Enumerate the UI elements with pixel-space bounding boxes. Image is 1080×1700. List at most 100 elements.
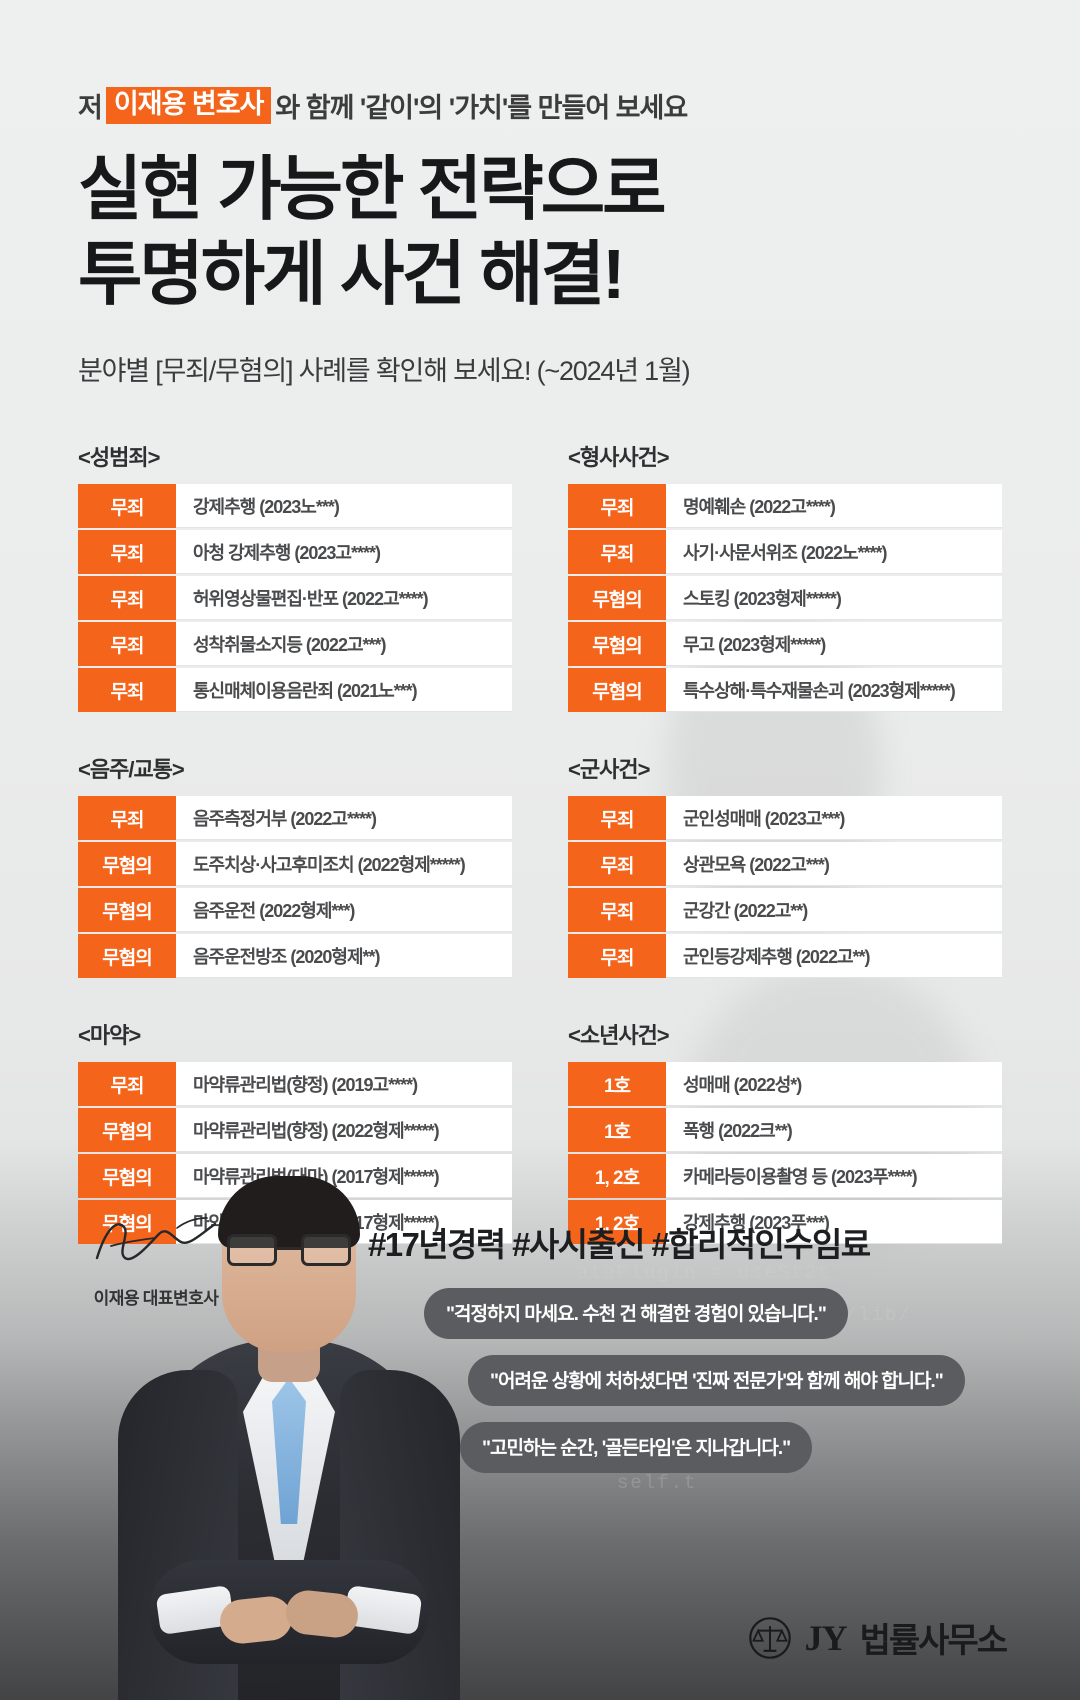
verdict-badge: 무죄	[78, 576, 176, 620]
case-table: 1호 성매매 (2022성*) 1호 폭행 (2022크**) 1, 2호 카메라등이용촬…	[568, 1060, 1002, 1246]
table-row: 무혐의 음주운전방조 (2020형제**)	[78, 934, 512, 978]
quote-row: "걱정하지 마세요. 수천 건 해결한 경험이 있습니다."	[400, 1288, 1040, 1355]
case-description: 군인등강제추행 (2022고**)	[666, 934, 1002, 978]
eyebrow-suffix: 와 함께 '같이'의 '가치'를 만들어 보세요	[275, 93, 688, 123]
hashtag-line: #17년경력 #사시출신 #합리적인수임료	[368, 1226, 871, 1263]
case-description: 음주운전방조 (2020형제**)	[176, 934, 512, 978]
case-section: <성범죄> 무죄 강제추행 (2023노***) 무죄 아청 강제추행 (2023고**…	[78, 440, 512, 714]
case-description: 군인성매매 (2023고***)	[666, 796, 1002, 840]
section-title: <소년사건>	[568, 1023, 670, 1048]
case-section: <마약> 무죄 마약류관리법(향정) (2019고****) 무혐의 마약류관리법(향정…	[78, 1018, 512, 1246]
quote-bubble: "고민하는 순간, '골든타임'은 지나갑니다."	[460, 1422, 813, 1473]
case-description: 특수상해·특수재물손괴 (2023형제*****)	[666, 668, 1002, 712]
verdict-badge: 1호	[568, 1062, 666, 1106]
signature-block: 이재용 대표변호사	[72, 1212, 240, 1309]
headline-line-1: 실현 가능한 전략으로	[78, 150, 666, 228]
table-row: 무혐의 음주운전 (2022형제***)	[78, 888, 512, 932]
case-description: 도주치상·사고후미조치 (2022형제*****)	[176, 842, 512, 886]
verdict-badge: 무혐의	[78, 1154, 176, 1198]
quote-row: "고민하는 순간, '골든타임'은 지나갑니다."	[400, 1422, 1040, 1489]
verdict-badge: 1호	[568, 1108, 666, 1152]
case-description: 통신매체이용음란죄 (2021노***)	[176, 668, 512, 712]
eyebrow-line: 저 이재용 변호사 와 함께 '같이'의 '가치'를 만들어 보세요	[78, 86, 1080, 125]
verdict-badge: 무죄	[568, 530, 666, 574]
section-title: <형사사건>	[568, 445, 670, 470]
table-row: 무혐의 마약류관리법(향정) (2022형제*****)	[78, 1108, 512, 1152]
page-title: 실현 가능한 전략으로 투명하게 사건 해결!	[78, 151, 1080, 313]
case-description: 폭행 (2022크**)	[666, 1108, 1002, 1152]
case-table: 무죄 마약류관리법(향정) (2019고****) 무혐의 마약류관리법(향정) (2…	[78, 1060, 512, 1246]
table-row: 1호 폭행 (2022크**)	[568, 1108, 1002, 1152]
verdict-badge: 무죄	[78, 622, 176, 666]
verdict-badge: 무혐의	[78, 888, 176, 932]
case-table: 무죄 군인성매매 (2023고***) 무죄 상관모욕 (2022고***) 무죄 군강간…	[568, 794, 1002, 980]
table-row: 1호 성매매 (2022성*)	[568, 1062, 1002, 1106]
quote-row: "어려운 상황에 처하셨다면 '진짜 전문가'와 함께 해야 합니다."	[400, 1355, 1040, 1422]
verdict-badge: 1, 2호	[568, 1154, 666, 1198]
verdict-badge: 무혐의	[568, 622, 666, 666]
verdict-badge: 무혐의	[568, 668, 666, 712]
table-row: 무죄 상관모욕 (2022고***)	[568, 842, 1002, 886]
verdict-badge: 무죄	[568, 842, 666, 886]
table-row: 무죄 명예훼손 (2022고****)	[568, 484, 1002, 528]
table-row: 무죄 군인등강제추행 (2022고**)	[568, 934, 1002, 978]
verdict-badge: 무죄	[568, 484, 666, 528]
verdict-badge: 무혐의	[78, 934, 176, 978]
verdict-badge: 무죄	[78, 484, 176, 528]
table-row: 무죄 통신매체이용음란죄 (2021노***)	[78, 668, 512, 712]
case-description: 강제추행 (2023노***)	[176, 484, 512, 528]
table-row: 무혐의 도주치상·사고후미조치 (2022형제*****)	[78, 842, 512, 886]
brand-name: 법률사무소	[859, 1622, 1008, 1660]
case-description: 성매매 (2022성*)	[666, 1062, 1002, 1106]
table-row: 무죄 허위영상물편집·반포 (2022고****)	[78, 576, 512, 620]
verdict-badge: 무죄	[78, 1062, 176, 1106]
case-table: 무죄 명예훼손 (2022고****) 무죄 사기·사문서위조 (2022노****)…	[568, 482, 1002, 714]
table-row: 무혐의 스토킹 (2023형제*****)	[568, 576, 1002, 620]
case-table: 무죄 강제추행 (2023노***) 무죄 아청 강제추행 (2023고****) 무죄…	[78, 482, 512, 714]
case-section: <군사건> 무죄 군인성매매 (2023고***) 무죄 상관모욕 (2022고***)…	[568, 752, 1002, 980]
table-row: 무죄 강제추행 (2023노***)	[78, 484, 512, 528]
table-row: 무죄 군인성매매 (2023고***)	[568, 796, 1002, 840]
table-row: 무죄 사기·사문서위조 (2022노****)	[568, 530, 1002, 574]
case-description: 아청 강제추행 (2023고****)	[176, 530, 512, 574]
case-description: 강제추행 (2023푸***)	[666, 1200, 1002, 1244]
table-row: 무죄 아청 강제추행 (2023고****)	[78, 530, 512, 574]
portrait-glasses-icon	[227, 1234, 351, 1268]
case-description: 카메라등이용촬영 등 (2023푸****)	[666, 1154, 1002, 1198]
verdict-badge: 무혐의	[78, 842, 176, 886]
case-section: <소년사건> 1호 성매매 (2022성*) 1호 폭행 (2022크**) 1, 2호 카…	[568, 1018, 1002, 1246]
lawyer-name-highlight: 이재용 변호사	[105, 87, 272, 124]
section-title: <성범죄>	[78, 445, 160, 470]
quote-bubble: "걱정하지 마세요. 수천 건 해결한 경험이 있습니다."	[424, 1288, 848, 1339]
case-description: 명예훼손 (2022고****)	[666, 484, 1002, 528]
case-results-grid: <성범죄> 무죄 강제추행 (2023노***) 무죄 아청 강제추행 (2023고**…	[78, 440, 1002, 1246]
table-row: 무혐의 무고 (2023형제*****)	[568, 622, 1002, 666]
case-description: 스토킹 (2023형제*****)	[666, 576, 1002, 620]
case-section: <음주/교통> 무죄 음주측정거부 (2022고****) 무혐의 도주치상·사고후미조…	[78, 752, 512, 980]
eyebrow-prefix: 저	[78, 93, 103, 123]
case-description: 허위영상물편집·반포 (2022고****)	[176, 576, 512, 620]
brand-logo: JY 법률사무소	[748, 1613, 1008, 1662]
brand-initials: JY	[804, 1617, 848, 1658]
section-title: <음주/교통>	[78, 757, 185, 782]
case-description: 상관모욕 (2022고***)	[666, 842, 1002, 886]
lawyer-portrait	[118, 1150, 460, 1700]
case-description: 성착취물소지등 (2022고***)	[176, 622, 512, 666]
verdict-badge: 무죄	[78, 796, 176, 840]
verdict-badge: 1, 2호	[568, 1200, 666, 1244]
verdict-badge: 무죄	[568, 888, 666, 932]
section-title: <군사건>	[568, 757, 650, 782]
table-row: 무죄 군강간 (2022고**)	[568, 888, 1002, 932]
table-row: 1, 2호 카메라등이용촬영 등 (2023푸****)	[568, 1154, 1002, 1198]
case-description: 군강간 (2022고**)	[666, 888, 1002, 932]
case-description: 마약류관리법(향정) (2022형제*****)	[176, 1108, 512, 1152]
case-description: 마약류관리법(향정) (2019고****)	[176, 1062, 512, 1106]
page-subtitle: 분야별 [무죄/무혐의] 사례를 확인해 보세요! (~2024년 1월)	[78, 356, 691, 386]
verdict-badge: 무죄	[78, 530, 176, 574]
section-title: <마약>	[78, 1023, 141, 1048]
page-header: 저 이재용 변호사 와 함께 '같이'의 '가치'를 만들어 보세요 실현 가능한…	[0, 0, 1080, 388]
signature-name: 이재용 대표변호사	[93, 1289, 219, 1308]
quote-bubble-list: "걱정하지 마세요. 수천 건 해결한 경험이 있습니다." "어려운 상황에 처…	[400, 1288, 1040, 1489]
case-section: <형사사건> 무죄 명예훼손 (2022고****) 무죄 사기·사문서위조 (2022…	[568, 440, 1002, 714]
verdict-badge: 무죄	[568, 934, 666, 978]
